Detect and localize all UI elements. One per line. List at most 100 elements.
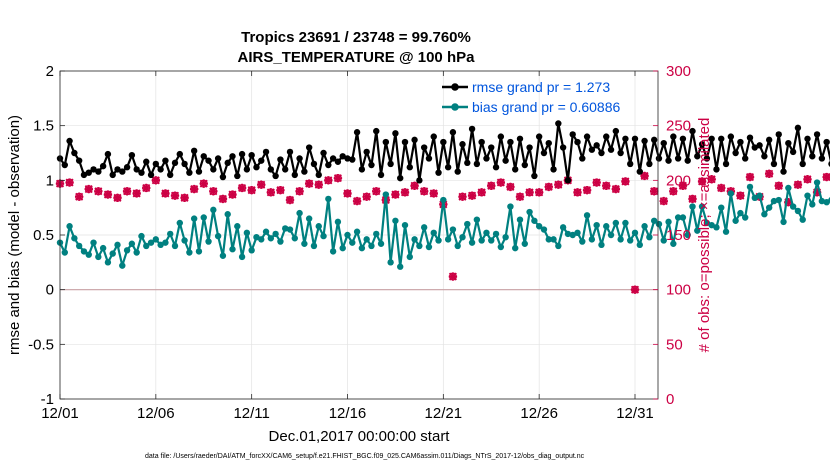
- obs-assimilated-point: [362, 192, 371, 201]
- rmse-point: [71, 149, 78, 157]
- bias-point: [406, 253, 413, 261]
- obs-assimilated-point: [285, 195, 295, 205]
- rmse-point: [684, 157, 691, 164]
- rmse-point: [670, 133, 677, 140]
- rmse-point: [238, 150, 246, 158]
- x-tick-label: 12/01: [41, 405, 79, 422]
- rmse-point: [737, 138, 744, 146]
- bias-point: [545, 236, 552, 243]
- rmse-point: [85, 169, 92, 176]
- rmse-point: [598, 149, 605, 157]
- rmse-point: [320, 149, 327, 157]
- obs-assimilated-point: [276, 185, 285, 195]
- rmse-point: [406, 164, 413, 171]
- rmse-point: [799, 160, 806, 168]
- rmse-point: [253, 164, 260, 171]
- rmse-point: [358, 166, 366, 173]
- obs-assimilated-point: [640, 171, 649, 181]
- obs-assimilated-point: [142, 183, 151, 193]
- bias-point: [478, 237, 485, 244]
- rmse-point: [162, 157, 169, 164]
- rmse-point: [411, 136, 418, 144]
- obs-assimilated-point: [467, 191, 477, 200]
- bias-point: [234, 223, 241, 230]
- rmse-point: [665, 157, 672, 164]
- bias-point: [238, 253, 246, 261]
- bias-point: [770, 197, 778, 205]
- x-tick-label: 12/21: [425, 405, 463, 422]
- rmse-point: [694, 153, 701, 160]
- obs-assimilated-point: [803, 175, 812, 184]
- rmse-point: [286, 148, 294, 156]
- bias-point: [296, 209, 303, 217]
- bias-point: [574, 229, 581, 237]
- rmse-point: [785, 139, 792, 147]
- bias-point: [761, 211, 768, 218]
- rmse-point: [751, 144, 758, 151]
- chart-subtitle: AIRS_TEMPERATURE @ 100 hPa: [238, 49, 476, 66]
- rmse-point: [679, 135, 687, 142]
- rmse-point: [555, 120, 562, 127]
- rmse-point: [516, 135, 524, 142]
- rmse-point: [128, 151, 136, 159]
- bias-point: [804, 192, 811, 199]
- y-right-tick-label: 50: [666, 336, 683, 353]
- bias-point: [128, 240, 136, 247]
- rmse-point: [732, 149, 739, 157]
- rmse-point: [627, 160, 634, 168]
- bias-point: [598, 241, 605, 249]
- legend-rmse-marker: [451, 83, 459, 91]
- x-axis: 12/01 12/06 12/11 12/16 12/21 12/26 12/31: [41, 71, 654, 422]
- bias-point: [622, 219, 629, 227]
- rmse-point: [104, 150, 112, 158]
- bias-point: [708, 221, 715, 229]
- bias-point: [104, 259, 112, 266]
- bias-point: [727, 190, 735, 197]
- bias-point: [689, 203, 696, 210]
- bias-point: [80, 248, 88, 255]
- rmse-point: [138, 169, 145, 176]
- bias-point: [785, 184, 792, 192]
- rmse-point: [61, 161, 68, 169]
- rmse-point: [689, 127, 696, 135]
- rmse-point: [392, 130, 399, 137]
- bias-point: [737, 209, 744, 217]
- obs-assimilated-point: [151, 176, 161, 185]
- y-axis-right: 0 50 100 150 200 250 300: [653, 63, 691, 408]
- bias-point: [373, 230, 380, 238]
- bias-point: [780, 218, 787, 226]
- bias-point: [718, 204, 725, 211]
- y-right-tick-label: 0: [666, 391, 674, 408]
- rmse-point: [397, 174, 404, 182]
- obs-assimilated-point: [257, 180, 266, 189]
- bias-point: [167, 230, 174, 238]
- bias-point: [109, 250, 116, 257]
- rmse-point: [698, 141, 706, 148]
- obs-assimilated-point: [496, 178, 506, 187]
- rmse-point: [75, 157, 83, 164]
- bias-point: [176, 219, 183, 227]
- legend: rmse grand pr = 1.273 bias grand pr = 0.…: [442, 79, 620, 115]
- rmse-point: [660, 139, 667, 147]
- obs-assimilated-point: [324, 176, 333, 185]
- bias-point: [420, 224, 428, 231]
- rmse-point: [353, 129, 361, 136]
- bias-point: [90, 239, 97, 246]
- rmse-point: [449, 129, 457, 136]
- obs-assimilated-point: [237, 183, 247, 193]
- bias-point: [713, 224, 720, 231]
- bias-point: [416, 242, 423, 250]
- bias-point: [603, 223, 610, 230]
- bias-point: [325, 195, 332, 203]
- rmse-point: [794, 124, 802, 132]
- y-tick-label: 1.5: [33, 118, 54, 135]
- obs-assimilated-point: [458, 192, 467, 201]
- obs-assimilated-point: [103, 190, 113, 199]
- rmse-point: [727, 133, 735, 140]
- bias-point: [305, 215, 313, 222]
- bias-point: [636, 241, 643, 249]
- rmse-point: [603, 133, 610, 140]
- bias-point: [310, 242, 318, 250]
- rmse-point: [95, 168, 102, 175]
- x-tick-label: 12/26: [520, 405, 558, 422]
